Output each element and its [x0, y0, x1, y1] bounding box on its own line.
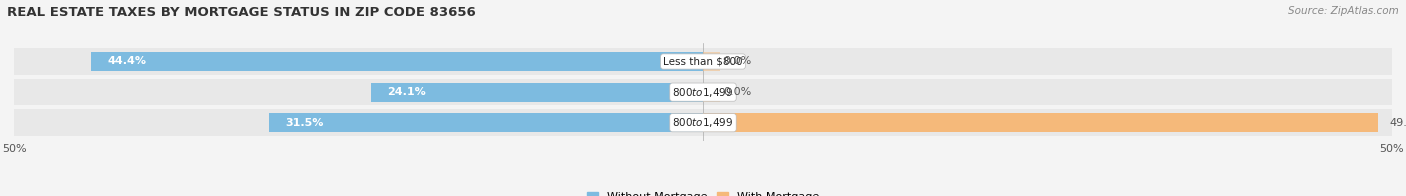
Text: $800 to $1,499: $800 to $1,499: [672, 116, 734, 129]
Bar: [91, 52, 703, 71]
Legend: Without Mortgage, With Mortgage: Without Mortgage, With Mortgage: [582, 187, 824, 196]
Text: 44.4%: 44.4%: [108, 56, 146, 66]
Bar: [371, 83, 703, 102]
Text: 31.5%: 31.5%: [285, 118, 323, 128]
Text: Source: ZipAtlas.com: Source: ZipAtlas.com: [1288, 6, 1399, 16]
Text: 49.0%: 49.0%: [1389, 118, 1406, 128]
Bar: [703, 52, 720, 71]
Bar: [269, 113, 703, 132]
Text: Less than $800: Less than $800: [664, 56, 742, 66]
Bar: [14, 48, 1392, 75]
Text: REAL ESTATE TAXES BY MORTGAGE STATUS IN ZIP CODE 83656: REAL ESTATE TAXES BY MORTGAGE STATUS IN …: [7, 6, 475, 19]
Bar: [14, 79, 1392, 105]
Text: 24.1%: 24.1%: [388, 87, 426, 97]
Text: $800 to $1,499: $800 to $1,499: [672, 86, 734, 99]
Text: 0.0%: 0.0%: [724, 87, 752, 97]
Text: 0.0%: 0.0%: [724, 56, 752, 66]
Bar: [14, 109, 1392, 136]
Bar: [703, 83, 720, 102]
Bar: [703, 113, 1378, 132]
